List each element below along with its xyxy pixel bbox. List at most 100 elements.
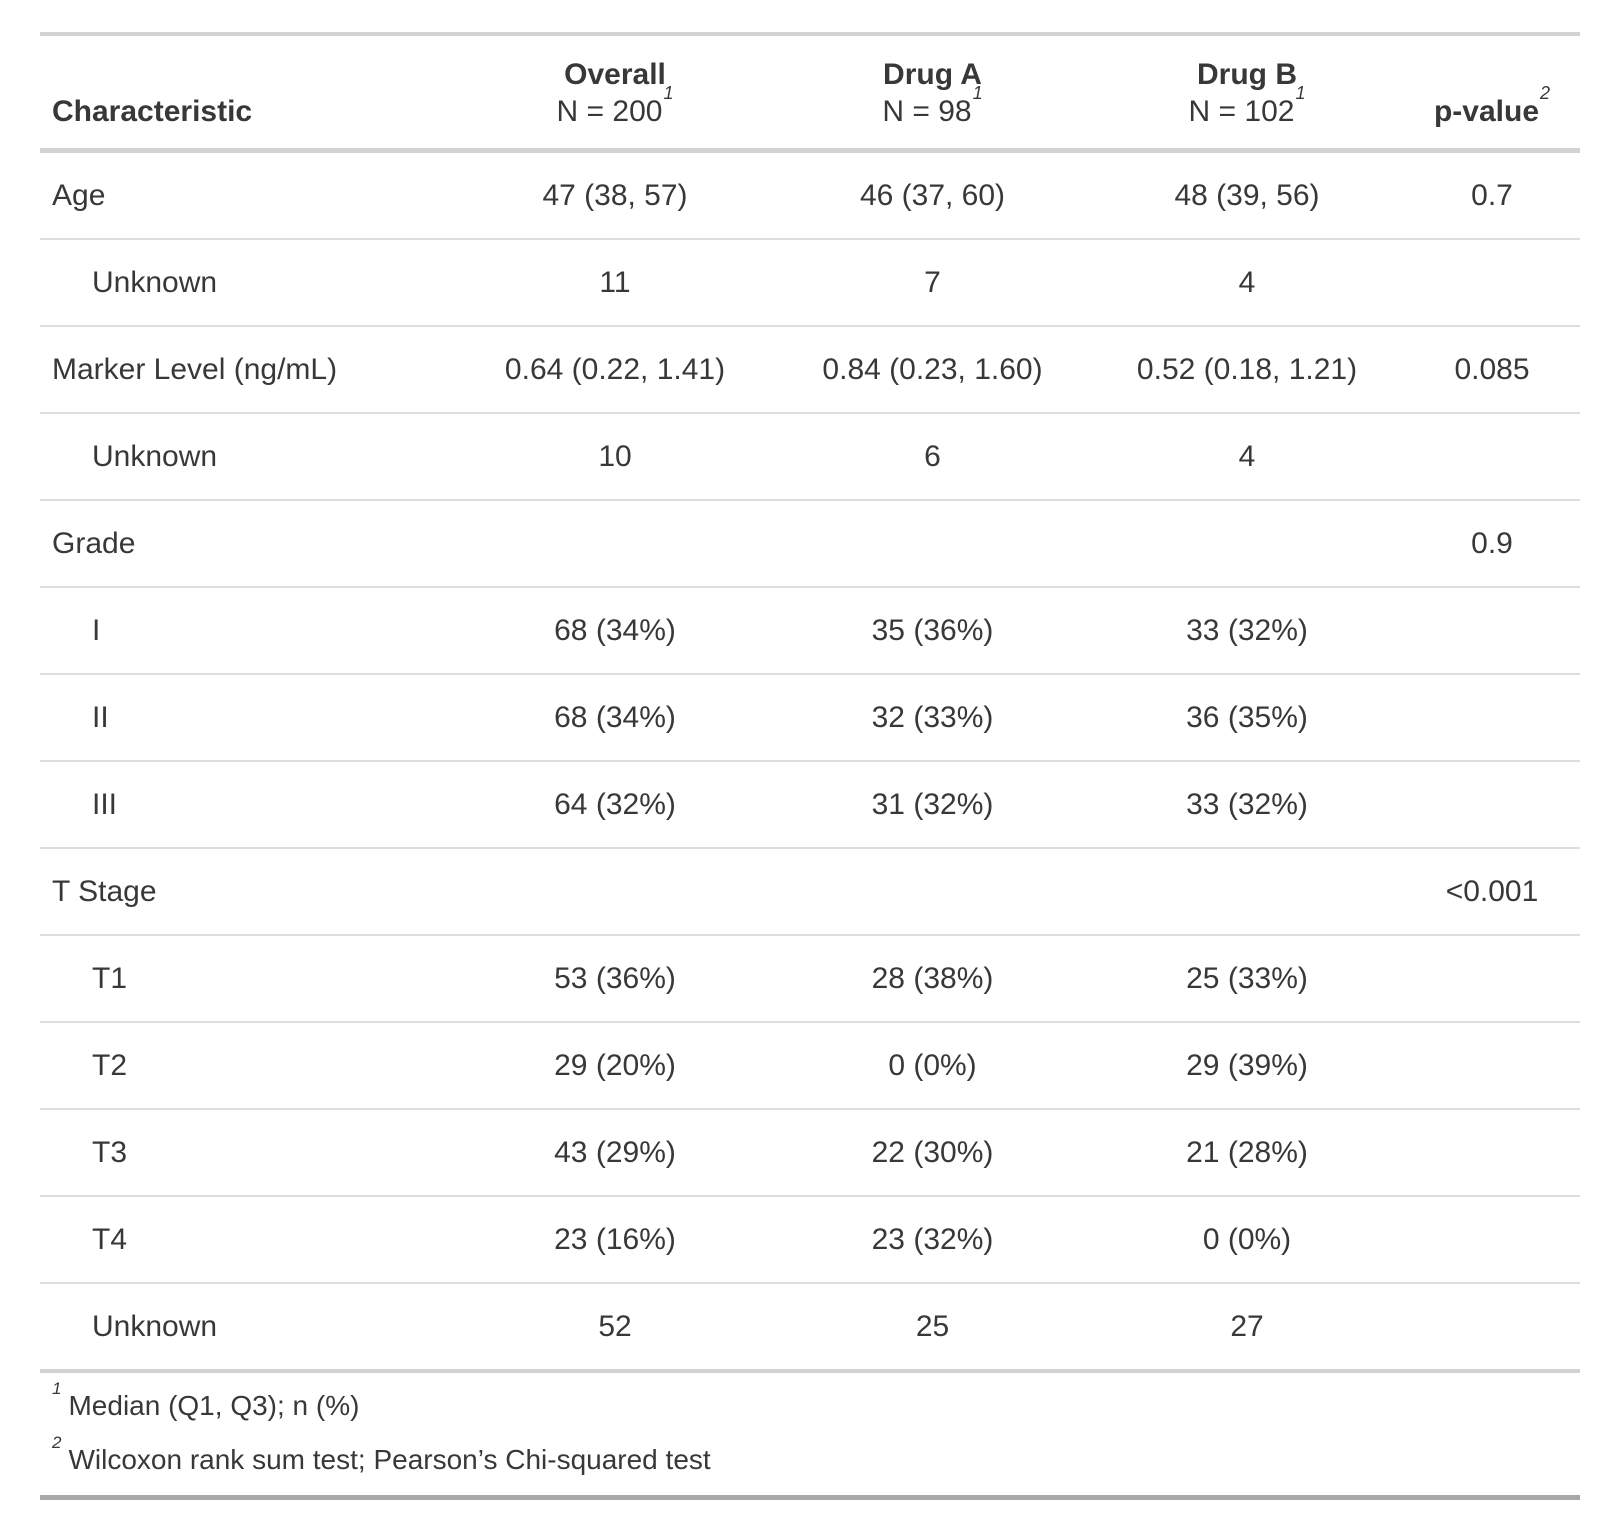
footnote-mark: 2: [1540, 82, 1551, 103]
cell-drug-b: 36 (35%): [1186, 701, 1308, 734]
cell-overall: 29 (20%): [554, 1049, 676, 1082]
cell-overall: 11: [599, 266, 631, 299]
cell-drug-a: 32 (33%): [871, 701, 994, 734]
cell-drug-b: [1090, 848, 1404, 935]
cell-characteristic: Unknown: [92, 440, 218, 473]
column-header-characteristic: Characteristic: [40, 34, 455, 151]
column-header-drug-a: Drug A N = 981: [775, 34, 1090, 151]
cell-characteristic: T3: [92, 1136, 128, 1169]
cell-characteristic: Unknown: [92, 266, 218, 299]
footnote-mark: 1: [52, 1379, 62, 1399]
table-row: T3 43 (29%) 22 (30%) 21 (28%): [40, 1109, 1580, 1196]
table-row: Marker Level (ng/mL) 0.64 (0.22, 1.41) 0…: [40, 326, 1580, 413]
cell-drug-b: 4: [1238, 266, 1256, 299]
cell-characteristic: Age: [52, 179, 106, 212]
cell-characteristic: T4: [92, 1223, 128, 1256]
cell-characteristic: Marker Level (ng/mL): [52, 353, 338, 386]
cell-overall: 64 (32%): [554, 788, 676, 821]
cell-characteristic: Grade: [52, 527, 136, 560]
cell-overall: 23 (16%): [554, 1223, 676, 1256]
table-row: Unknown 11 7 4: [40, 239, 1580, 326]
footnote-2: 2 Wilcoxon rank sum test; Pearson’s Chi-s…: [52, 1433, 1572, 1487]
cell-drug-a: [775, 500, 1090, 587]
cell-p-value: [1404, 587, 1580, 674]
column-label: p-value: [1433, 95, 1539, 128]
cell-overall: 43 (29%): [554, 1136, 676, 1169]
table-row: T4 23 (16%) 23 (32%) 0 (0%): [40, 1196, 1580, 1283]
cell-overall: 10: [598, 440, 632, 473]
header-row: Characteristic Overall N = 2001 Drug A N…: [40, 34, 1580, 151]
cell-drug-a: 35 (36%): [871, 614, 994, 647]
column-label: Drug B: [1197, 58, 1297, 91]
cell-p-value: [1404, 674, 1580, 761]
cell-characteristic: III: [92, 788, 118, 821]
cell-drug-b: 0.52 (0.18, 1.21): [1136, 353, 1358, 386]
cell-characteristic: T1: [92, 962, 128, 995]
cell-drug-b: 27: [1230, 1310, 1264, 1343]
footnote-mark: 1: [1295, 82, 1306, 103]
table-body: Age 47 (38, 57) 46 (37, 60) 48 (39, 56) …: [40, 151, 1580, 1371]
cell-p-value: [1404, 413, 1580, 500]
cell-overall: 68 (34%): [554, 614, 676, 647]
cell-p-value: [1404, 239, 1580, 326]
cell-p-value: [1404, 1196, 1580, 1283]
cell-p-value: 0.7: [1471, 179, 1513, 212]
table-footer: 1 Median (Q1, Q3); n (%) 2 Wilcoxon rank s…: [40, 1371, 1580, 1498]
table-row: Age 47 (38, 57) 46 (37, 60) 48 (39, 56) …: [40, 151, 1580, 239]
cell-drug-b: 0 (0%): [1202, 1223, 1292, 1256]
cell-overall: 52: [598, 1310, 632, 1343]
column-n-label: N = 98: [882, 95, 972, 128]
column-n-line: N = 2001: [463, 84, 767, 130]
cell-p-value: 0.085: [1454, 353, 1530, 386]
cell-drug-a: 23 (32%): [871, 1223, 994, 1256]
cell-overall: 68 (34%): [554, 701, 676, 734]
cell-p-value: [1404, 1109, 1580, 1196]
column-label: Characteristic: [52, 95, 253, 128]
cell-p-value: [1404, 761, 1580, 848]
column-label: Overall: [564, 58, 666, 91]
table-row: Unknown 52 25 27: [40, 1283, 1580, 1371]
column-n-line: N = 1021: [1098, 84, 1396, 130]
table-row: T Stage <0.001: [40, 848, 1580, 935]
cell-drug-a: 28 (38%): [871, 962, 994, 995]
table-row: I 68 (34%) 35 (36%) 33 (32%): [40, 587, 1580, 674]
cell-drug-b: 25 (33%): [1186, 962, 1308, 995]
footnote-mark: 1: [663, 82, 674, 103]
cell-p-value: [1404, 935, 1580, 1022]
table-row: Grade 0.9: [40, 500, 1580, 587]
cell-drug-a: 46 (37, 60): [859, 179, 1006, 212]
table-row: T2 29 (20%) 0 (0%) 29 (39%): [40, 1022, 1580, 1109]
footnotes-cell: 1 Median (Q1, Q3); n (%) 2 Wilcoxon rank s…: [40, 1371, 1580, 1498]
cell-drug-b: [1090, 500, 1404, 587]
cell-overall: 53 (36%): [554, 962, 676, 995]
table-row: T1 53 (36%) 28 (38%) 25 (33%): [40, 935, 1580, 1022]
column-n-label: N = 102: [1188, 95, 1295, 128]
cell-drug-b: 4: [1238, 440, 1256, 473]
cell-drug-a: 0.84 (0.23, 1.60): [822, 353, 1043, 386]
footnote-1: 1 Median (Q1, Q3); n (%): [52, 1379, 1572, 1433]
column-label: Drug A: [883, 58, 982, 91]
cell-characteristic: I: [92, 614, 101, 647]
footnote-mark: 1: [972, 82, 983, 103]
cell-overall: 47 (38, 57): [542, 179, 688, 212]
footnote-text: Median (Q1, Q3); n (%): [68, 1390, 360, 1421]
cell-drug-a: 0 (0%): [888, 1049, 977, 1082]
footnote-mark: 2: [52, 1433, 62, 1453]
cell-characteristic: T Stage: [52, 875, 157, 908]
column-header-overall: Overall N = 2001: [455, 34, 775, 151]
cell-drug-b: 48 (39, 56): [1174, 179, 1320, 212]
summary-table-container: Characteristic Overall N = 2001 Drug A N…: [40, 32, 1580, 1500]
cell-p-value: 0.9: [1471, 527, 1513, 560]
cell-drug-a: 6: [924, 440, 941, 473]
cell-drug-a: 22 (30%): [871, 1136, 994, 1169]
column-n-line: N = 981: [783, 84, 1082, 130]
column-header-drug-b: Drug B N = 1021: [1090, 34, 1404, 151]
cell-p-value: [1404, 1022, 1580, 1109]
cell-drug-b: 33 (32%): [1186, 614, 1308, 647]
table-row: Unknown 10 6 4: [40, 413, 1580, 500]
cell-drug-b: 33 (32%): [1186, 788, 1308, 821]
table-row: III 64 (32%) 31 (32%) 33 (32%): [40, 761, 1580, 848]
cell-overall: [455, 848, 775, 935]
cell-drug-a: 7: [924, 266, 941, 299]
column-n-label: N = 200: [556, 95, 663, 128]
